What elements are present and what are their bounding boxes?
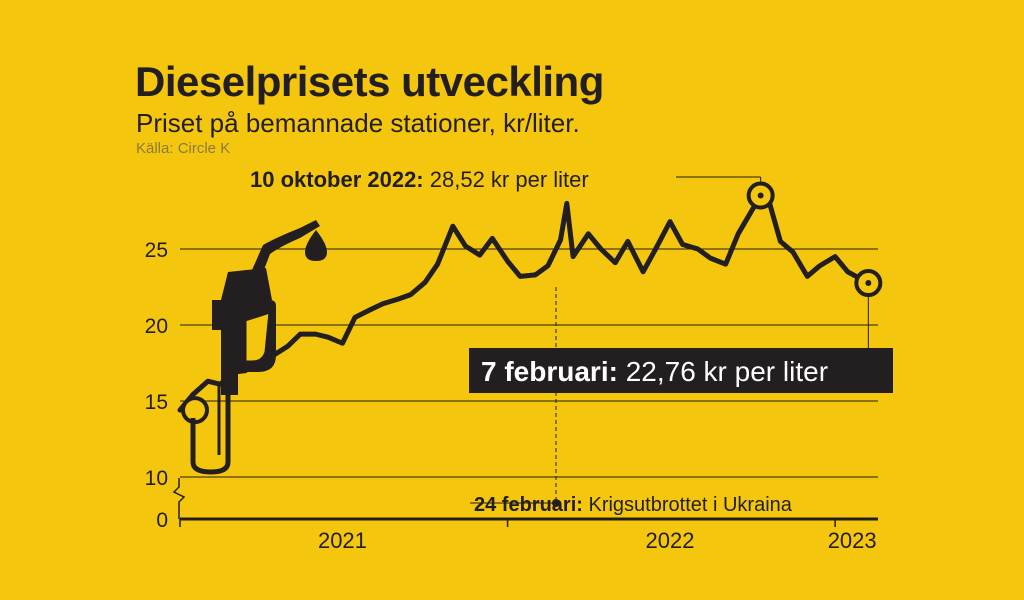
chart-subtitle: Priset på bemannade stationer, kr/liter. <box>136 108 580 138</box>
chart-title: Dieselprisets utveckling <box>135 58 604 105</box>
fuel-nozzle-icon <box>190 220 327 475</box>
x-tick-label-2022: 2022 <box>646 528 695 553</box>
y-tick-label-0: 0 <box>156 509 168 532</box>
latest-label-box <box>469 348 893 393</box>
peak-annotation: 10 oktober 2022: 28,52 kr per liter <box>250 167 589 192</box>
war-annotation: 24 februari: Krigsutbrottet i Ukraina <box>474 494 793 516</box>
peak-marker-dot <box>757 192 764 199</box>
x-tick-label-2021: 2021 <box>318 528 367 553</box>
peak-value-label: 28,52 kr per liter <box>430 167 589 192</box>
x-tick-label-2023: 2023 <box>828 528 877 553</box>
latest-marker-dot <box>865 280 872 287</box>
axis-break <box>172 478 186 519</box>
latest-value-label: 22,76 kr per liter <box>626 356 828 387</box>
latest-date-label: 7 februari: <box>481 356 626 387</box>
chart-source: Källa: Circle K <box>136 140 231 157</box>
war-text: Krigsutbrottet i Ukraina <box>588 494 792 516</box>
y-tick-label-25: 25 <box>145 239 168 262</box>
latest-annotation: 7 februari: 22,76 kr per liter <box>481 356 828 387</box>
y-tick-label-10: 10 <box>145 467 168 490</box>
price-line <box>177 192 871 413</box>
war-date-label: 24 februari: <box>474 494 588 516</box>
peak-date-label: 10 oktober 2022: <box>250 167 430 192</box>
y-tick-label-20: 20 <box>145 315 168 338</box>
y-tick-label-15: 15 <box>145 391 168 414</box>
